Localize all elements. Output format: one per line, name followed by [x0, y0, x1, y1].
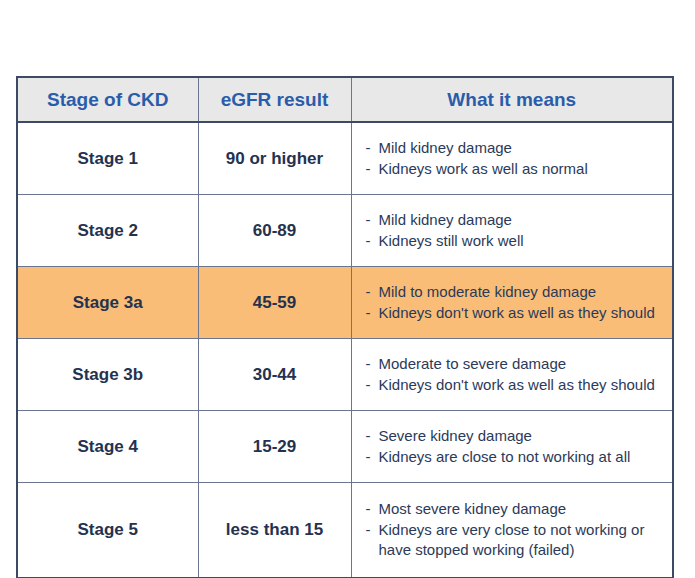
meaning-cell: -Mild kidney damage-Kidneys still work w…: [351, 195, 673, 267]
header-row: Stage of CKD eGFR result What it means: [17, 77, 673, 122]
stage-cell: Stage 4: [17, 411, 198, 483]
meaning-line: Severe kidney damage: [379, 426, 669, 447]
meaning-line: Mild kidney damage: [379, 210, 669, 231]
meaning-line: Mild to moderate kidney damage: [379, 282, 669, 303]
meaning-line: Kidneys still work well: [379, 231, 669, 252]
bullet-dash: -: [366, 282, 371, 303]
bullet-line: -Kidneys don't work as well as they shou…: [366, 303, 669, 324]
meaning-line: Mild kidney damage: [379, 138, 669, 159]
bullet-dash: -: [366, 138, 371, 159]
column-header-egfr: eGFR result: [198, 77, 351, 122]
egfr-cell: 30-44: [198, 339, 351, 411]
table-row: Stage 3b30-44-Moderate to severe damage-…: [17, 339, 673, 411]
column-header-meaning: What it means: [351, 77, 673, 122]
bullet-dash: -: [366, 210, 371, 231]
bullet-dash: -: [366, 159, 371, 180]
table-row: Stage 260-89-Mild kidney damage-Kidneys …: [17, 195, 673, 267]
bullet-line: -Most severe kidney damage: [366, 499, 669, 520]
column-header-stage: Stage of CKD: [17, 77, 198, 122]
egfr-cell: 45-59: [198, 267, 351, 339]
stage-cell: Stage 3b: [17, 339, 198, 411]
egfr-cell: 60-89: [198, 195, 351, 267]
table-body: Stage 190 or higher-Mild kidney damage-K…: [17, 122, 673, 578]
meaning-line: Kidneys are close to not working at all: [379, 447, 669, 468]
egfr-cell: 15-29: [198, 411, 351, 483]
table-row: Stage 3a45-59-Mild to moderate kidney da…: [17, 267, 673, 339]
egfr-cell: 90 or higher: [198, 122, 351, 195]
stage-cell: Stage 5: [17, 483, 198, 578]
table-header: Stage of CKD eGFR result What it means: [17, 77, 673, 122]
meaning-line: Kidneys work as well as normal: [379, 159, 669, 180]
bullet-line: -Mild kidney damage: [366, 210, 669, 231]
bullet-dash: -: [366, 426, 371, 447]
bullet-line: -Kidneys are close to not working at all: [366, 447, 669, 468]
bullet-dash: -: [366, 499, 371, 520]
meaning-line: Most severe kidney damage: [379, 499, 669, 520]
bullet-dash: -: [366, 231, 371, 252]
bullet-line: -Mild kidney damage: [366, 138, 669, 159]
bullet-line: -Mild to moderate kidney damage: [366, 282, 669, 303]
meaning-cell: -Severe kidney damage-Kidneys are close …: [351, 411, 673, 483]
meaning-line: Kidneys don't work as well as they shoul…: [379, 303, 669, 324]
bullet-line: -Severe kidney damage: [366, 426, 669, 447]
stage-cell: Stage 1: [17, 122, 198, 195]
bullet-dash: -: [366, 354, 371, 375]
bullet-dash: -: [366, 447, 371, 468]
meaning-cell: -Mild to moderate kidney damage-Kidneys …: [351, 267, 673, 339]
bullet-dash: -: [366, 375, 371, 396]
bullet-line: -Kidneys are very close to not working o…: [366, 520, 669, 561]
meaning-line: Moderate to severe damage: [379, 354, 669, 375]
meaning-cell: -Moderate to severe damage-Kidneys don't…: [351, 339, 673, 411]
page: Stage of CKD eGFR result What it means S…: [0, 0, 695, 578]
stage-cell: Stage 3a: [17, 267, 198, 339]
bullet-line: -Kidneys work as well as normal: [366, 159, 669, 180]
bullet-line: -Kidneys still work well: [366, 231, 669, 252]
egfr-cell: less than 15: [198, 483, 351, 578]
meaning-cell: -Most severe kidney damage-Kidneys are v…: [351, 483, 673, 578]
bullet-dash: -: [366, 303, 371, 324]
table-row: Stage 190 or higher-Mild kidney damage-K…: [17, 122, 673, 195]
meaning-line: Kidneys don't work as well as they shoul…: [379, 375, 669, 396]
meaning-cell: -Mild kidney damage-Kidneys work as well…: [351, 122, 673, 195]
bullet-line: -Moderate to severe damage: [366, 354, 669, 375]
meaning-line: Kidneys are very close to not working or…: [379, 520, 669, 561]
bullet-line: -Kidneys don't work as well as they shou…: [366, 375, 669, 396]
bullet-dash: -: [366, 520, 371, 541]
stage-cell: Stage 2: [17, 195, 198, 267]
table-row: Stage 5less than 15-Most severe kidney d…: [17, 483, 673, 578]
table-row: Stage 415-29-Severe kidney damage-Kidney…: [17, 411, 673, 483]
ckd-stages-table: Stage of CKD eGFR result What it means S…: [16, 76, 674, 578]
